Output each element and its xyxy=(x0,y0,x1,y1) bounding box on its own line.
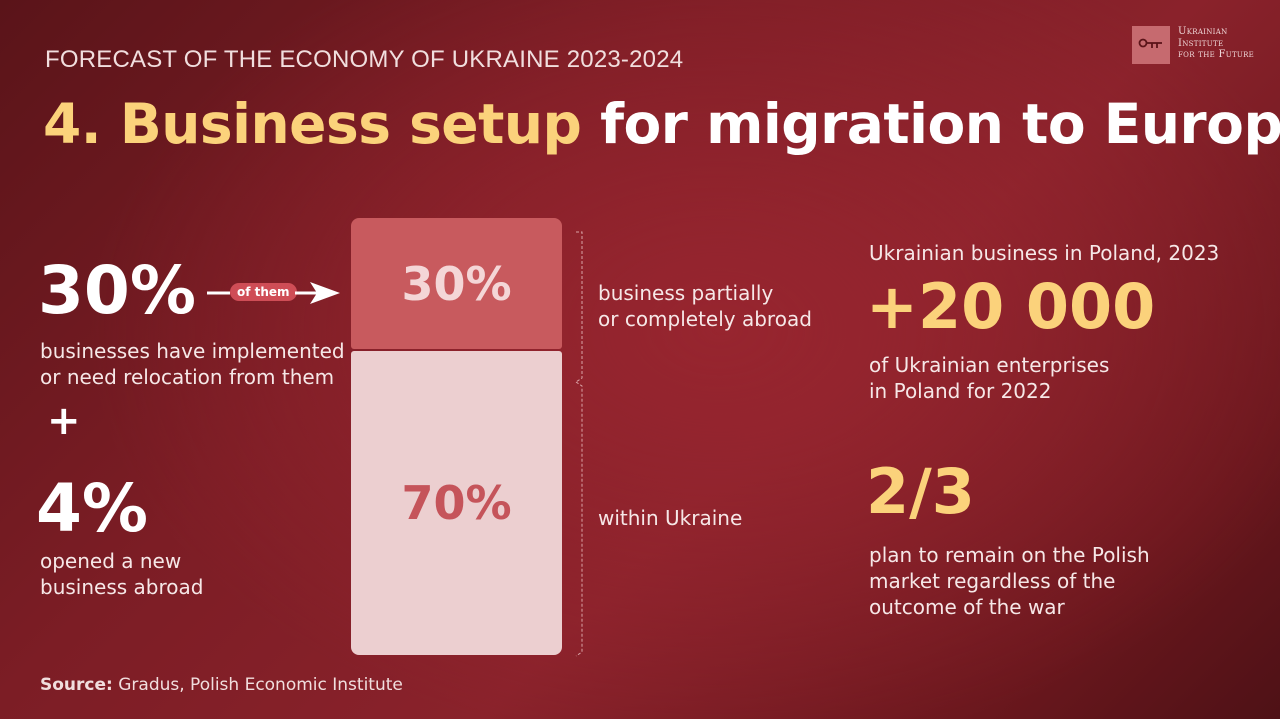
poland-enterprises-text-line1: of Ukrainian enterprises xyxy=(869,353,1110,377)
bar-label-within-ukraine: 70% xyxy=(401,476,512,530)
poland-heading: Ukrainian business in Poland, 2023 xyxy=(869,241,1220,265)
source-text: Gradus, Polish Economic Institute xyxy=(118,675,403,695)
stat-relocation-text-line1: businesses have implemented xyxy=(40,339,345,363)
title-highlight: Business setup xyxy=(119,92,582,156)
of-them-pill: of them xyxy=(230,283,297,301)
logo-text: Ukrainian Institute for the Future xyxy=(1178,26,1254,61)
remain-share-value: 2/3 xyxy=(866,455,975,528)
stat-new-business-value: 4% xyxy=(36,470,149,547)
segment-brackets xyxy=(575,231,583,657)
logo-line-2: Institute xyxy=(1178,37,1224,49)
logo-mark xyxy=(1132,26,1170,64)
source-note: Source: Gradus, Polish Economic Institut… xyxy=(40,675,403,695)
stat-relocation-text: businesses have implemented or need relo… xyxy=(40,338,345,390)
bar-segment-abroad: 30% xyxy=(351,218,562,349)
stat-relocation-value: 30% xyxy=(38,252,196,329)
poland-enterprises-value: +20 000 xyxy=(866,270,1156,343)
bar-segment-within-ukraine: 70% xyxy=(351,351,562,655)
bracket-bottom xyxy=(575,381,583,657)
title-rest: for migration to Europe xyxy=(600,92,1280,156)
segment-text-abroad: business partially or completely abroad xyxy=(598,280,812,332)
remain-share-text-line2: market regardless of the xyxy=(869,569,1116,593)
key-icon xyxy=(1138,38,1162,48)
title-number: 4. xyxy=(43,92,102,156)
stat-relocation-text-line2: or need relocation from them xyxy=(40,365,335,389)
page-title: 4. Business setup for migration to Europ… xyxy=(43,92,1280,156)
page-kicker: FORECAST OF THE ECONOMY OF UKRAINE 2023-… xyxy=(45,46,684,73)
segment-text-within-ukraine: within Ukraine xyxy=(598,506,743,530)
logo-line-1: Ukrainian xyxy=(1178,26,1228,37)
bracket-top xyxy=(575,231,583,383)
remain-share-text: plan to remain on the Polish market rega… xyxy=(869,542,1150,620)
stat-new-business-text-line2: business abroad xyxy=(40,575,204,599)
stat-new-business-text-line1: opened a new xyxy=(40,549,182,573)
source-label: Source: xyxy=(40,675,113,695)
plus-sign: + xyxy=(47,398,81,444)
remain-share-text-line3: outcome of the war xyxy=(869,595,1065,619)
arrow-right-icon xyxy=(207,282,340,304)
segment-text-abroad-line2: or completely abroad xyxy=(598,307,812,331)
remain-share-text-line1: plan to remain on the Polish xyxy=(869,543,1150,567)
poland-enterprises-text: of Ukrainian enterprises in Poland for 2… xyxy=(869,352,1109,404)
segment-text-abroad-line1: business partially xyxy=(598,281,774,305)
logo-line-3: for the Future xyxy=(1178,49,1255,60)
bar-label-abroad: 30% xyxy=(401,256,512,311)
stat-new-business-text: opened a new business abroad xyxy=(40,548,203,600)
poland-enterprises-text-line2: in Poland for 2022 xyxy=(869,379,1052,403)
